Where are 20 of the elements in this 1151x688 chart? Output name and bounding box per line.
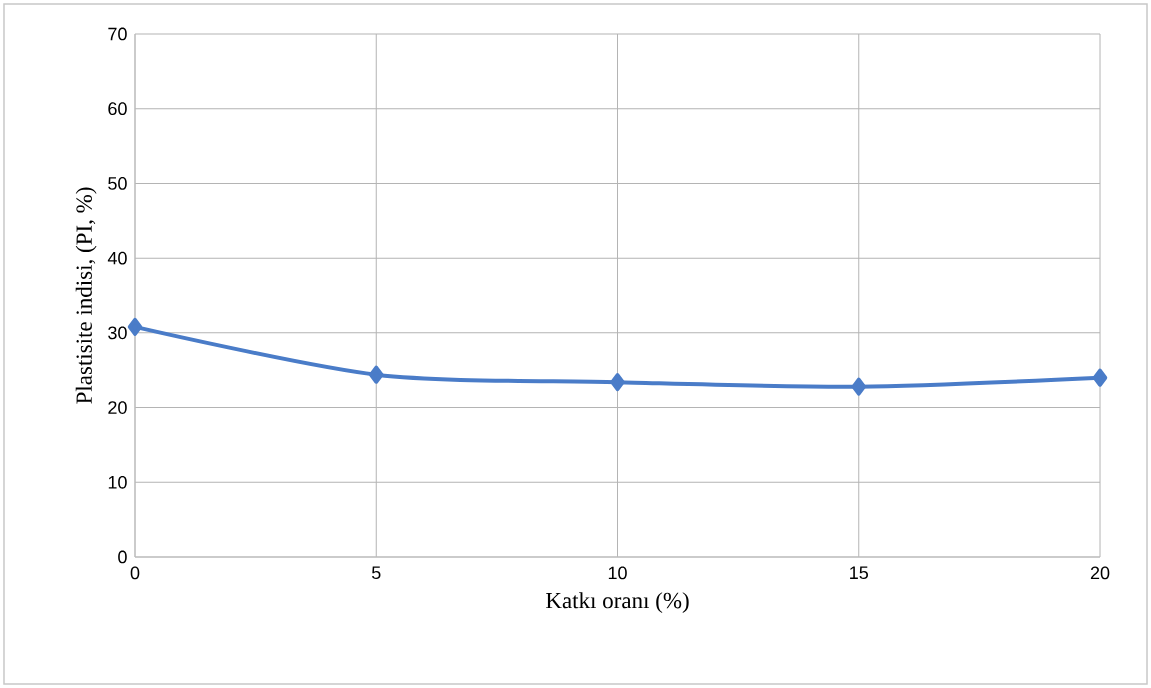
y-tick-label: 50 bbox=[108, 177, 127, 190]
point bbox=[127, 317, 143, 336]
point bbox=[851, 377, 867, 396]
y-tick-label: 10 bbox=[108, 475, 127, 489]
x-tick-label: 5 bbox=[371, 566, 381, 580]
y-axis-title: Plastisite indisi, (PI, %) bbox=[75, 187, 97, 404]
point bbox=[369, 365, 384, 384]
point bbox=[610, 373, 625, 392]
x-tick-label: 15 bbox=[850, 566, 869, 580]
x-axis-title: Katkı oranı (%) bbox=[546, 592, 689, 613]
y-tick-label: 40 bbox=[107, 251, 127, 265]
y-tick-label: 0 bbox=[118, 550, 127, 564]
x-tick-label: 0 bbox=[130, 566, 140, 580]
y-tick-label: 30 bbox=[108, 326, 127, 340]
y-tick-label: 70 bbox=[108, 27, 127, 41]
point bbox=[1092, 368, 1108, 387]
x-tick-label: 20 bbox=[1090, 566, 1110, 580]
x-tick-label: 10 bbox=[608, 566, 627, 580]
y-tick-label: 60 bbox=[108, 102, 127, 116]
y-tick-label: 20 bbox=[108, 401, 127, 414]
